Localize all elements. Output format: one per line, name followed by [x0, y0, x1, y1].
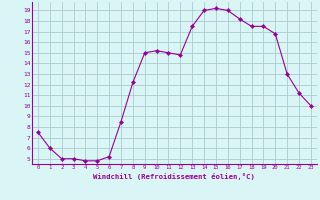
X-axis label: Windchill (Refroidissement éolien,°C): Windchill (Refroidissement éolien,°C)	[93, 173, 255, 180]
